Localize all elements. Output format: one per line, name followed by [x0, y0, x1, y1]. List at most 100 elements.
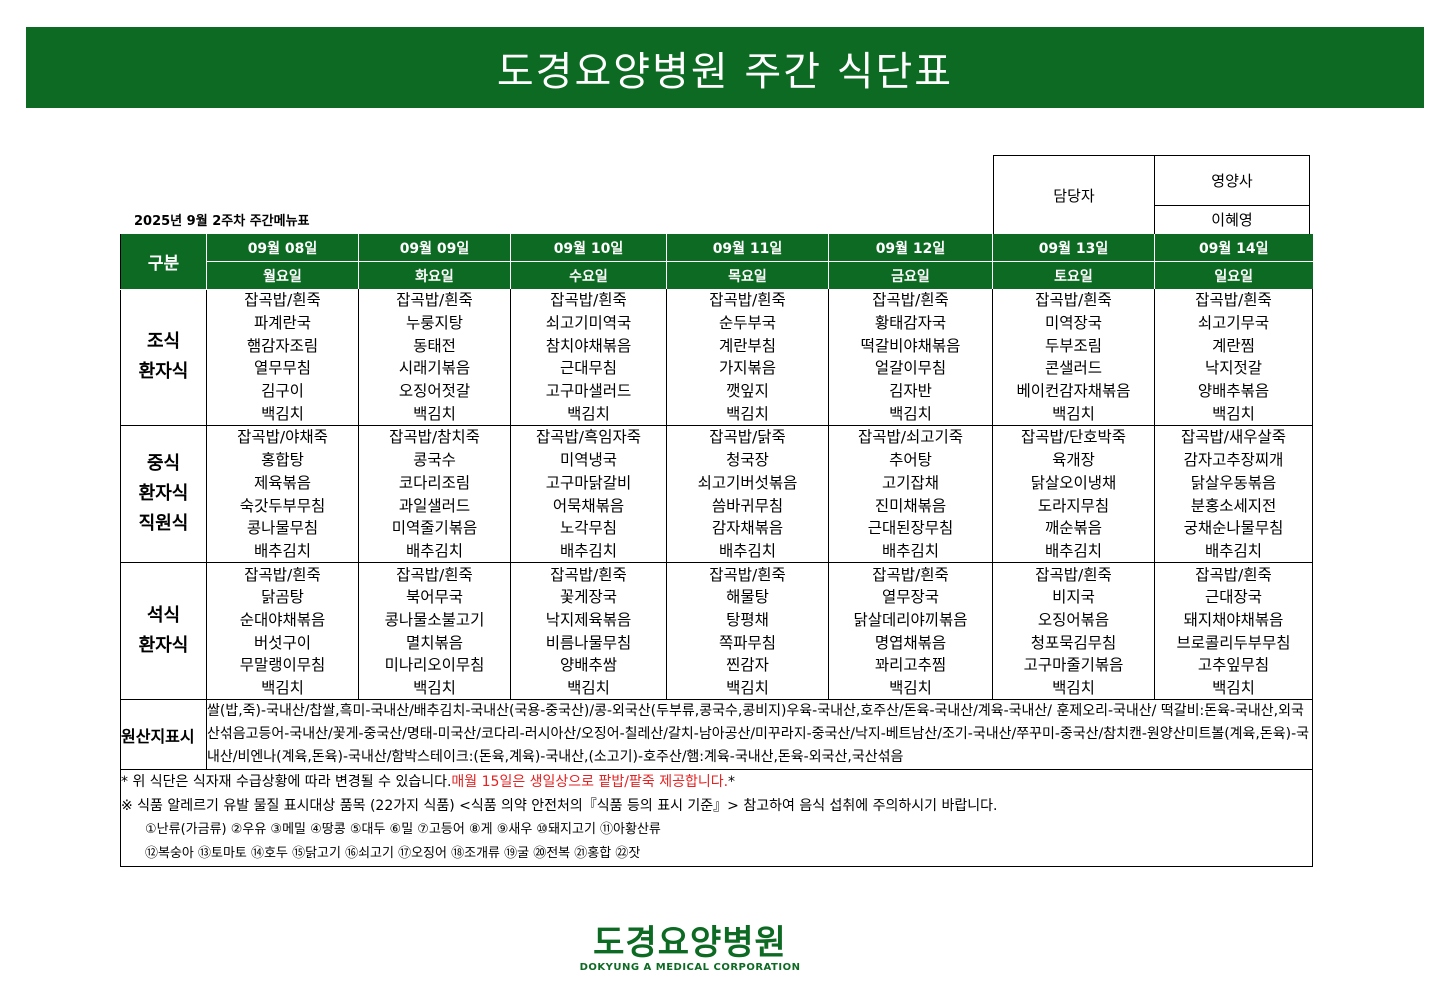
- menu-item: 해물탕: [666, 585, 829, 609]
- menu-item: 쇠고기미역국: [510, 311, 667, 335]
- menu-item: 계란부침: [666, 334, 829, 358]
- weekday-header: 수요일: [510, 261, 667, 289]
- weekday-header: 금요일: [828, 261, 993, 289]
- menu-item: 미나리오이무침: [358, 654, 511, 677]
- weekday-header: 월요일: [206, 261, 359, 289]
- menu-row: 제육볶음 코다리조림 고구마닭갈비 쇠고기버섯볶음 고기잡채 닭살오이냉채 닭살우동볶음: [121, 471, 1313, 495]
- date-header: 09월 12일: [828, 234, 993, 262]
- meal-label-line: 환자식: [138, 635, 189, 657]
- menu-item: 배추김치: [666, 539, 829, 564]
- menu-item: 양배추쌈: [510, 654, 667, 677]
- menu-item: 파계란국: [206, 311, 359, 335]
- allergy-notice: ※ 식품 알레르기 유발 물질 표시대상 품목 (22가지 식품) <식품 의약…: [121, 798, 998, 815]
- menu-row: 숙갓두부무침 과일샐러드 어묵채볶음 씀바귀무침 진미채볶음 도라지무침 분홍소세지전: [121, 494, 1313, 517]
- menu-row: 버섯구이 멸치볶음 비름나물무침 쪽파무침 명엽채볶음 청포묵김무침 브로콜리두부무침: [121, 631, 1313, 654]
- menu-item: 비름나물무침: [510, 631, 667, 654]
- menu-item: 김자반: [828, 379, 993, 403]
- menu-row: 순대야채볶음 콩나물소불고기 낙지제육볶음 탕평채 닭살데리야끼볶음 오징어볶음 돼지채야채…: [121, 608, 1313, 632]
- menu-item: 탕평채: [666, 608, 829, 632]
- menu-item: 순두부국: [666, 311, 829, 335]
- weekday-header: 일요일: [1154, 261, 1313, 289]
- menu-item: 고구마줄기볶음: [992, 654, 1155, 677]
- menu-item: 낙지젓갈: [1154, 357, 1313, 380]
- menu-item: 궁채순나물무침: [1154, 516, 1313, 540]
- menu-item: 분홍소세지전: [1154, 494, 1313, 517]
- menu-item: 버섯구이: [206, 631, 359, 654]
- menu-item: 잡곡밥/흑임자죽: [510, 425, 667, 449]
- menu-item: 황태감자국: [828, 311, 993, 335]
- menu-item: 잡곡밥/흰죽: [1154, 562, 1313, 586]
- week-subtitle: 2025년 9월 2주차 주간메뉴표: [134, 214, 310, 229]
- menu-row: 햄감자조림 동태전 참치야채볶음 계란부침 떡갈비야채볶음 두부조림 계란찜: [121, 334, 1313, 358]
- menu-item: 고추잎무침: [1154, 654, 1313, 677]
- menu-item: 닭살오이냉채: [992, 471, 1155, 495]
- menu-row: 파계란국 누룽지탕 쇠고기미역국 순두부국 황태감자국 미역장국 쇠고기무국: [121, 311, 1313, 335]
- menu-item: 근대된장무침: [828, 516, 993, 540]
- menu-item: 배추김치: [992, 539, 1155, 564]
- page-title-banner: 도경요양병원 주간 식단표: [26, 27, 1424, 108]
- menu-item: 미역줄기볶음: [358, 516, 511, 540]
- date-header: 09월 08일: [206, 234, 359, 262]
- menu-item: 닭살우동볶음: [1154, 471, 1313, 495]
- menu-item: 돼지채야채볶음: [1154, 608, 1313, 632]
- menu-item: 콩나물무침: [206, 516, 359, 540]
- menu-item: 잡곡밥/흰죽: [666, 562, 829, 586]
- weekday-header: 화요일: [358, 261, 511, 289]
- menu-item: 백김치: [206, 402, 359, 427]
- menu-item: 잡곡밥/단호박죽: [992, 425, 1155, 449]
- menu-item: 햄감자조림: [206, 334, 359, 358]
- menu-item: 열무장국: [828, 585, 993, 609]
- menu-item: 잡곡밥/흰죽: [666, 289, 829, 312]
- date-header: 09월 11일: [666, 234, 829, 262]
- date-header: 09월 10일: [510, 234, 667, 262]
- menu-item: 제육볶음: [206, 471, 359, 495]
- change-notice-end: *: [728, 774, 736, 791]
- menu-item: 계란찜: [1154, 334, 1313, 358]
- menu-row: 석식 환자식 잡곡밥/흰죽 잡곡밥/흰죽 잡곡밥/흰죽 잡곡밥/흰죽 잡곡밥/흰죽 잡곡밥/흰…: [120, 562, 1313, 701]
- meal-label-line: 환자식: [138, 483, 189, 505]
- menu-item: 잡곡밥/참치죽: [358, 425, 511, 449]
- menu-item: 잡곡밥/흰죽: [992, 289, 1155, 312]
- menu-item: 백김치: [358, 402, 511, 427]
- menu-row: 백김치 백김치 백김치 백김치 백김치 백김치 백김치: [121, 402, 1313, 427]
- menu-item: 고기잡채: [828, 471, 993, 495]
- menu-item: 깻잎지: [666, 379, 829, 403]
- menu-item: 잡곡밥/흰죽: [206, 289, 359, 312]
- menu-item: 브로콜리두부무침: [1154, 631, 1313, 654]
- meal-label: 중식 환자식 직원식: [120, 425, 207, 564]
- date-header: 09월 09일: [358, 234, 511, 262]
- meal-label-line: 중식: [146, 453, 181, 475]
- menu-item: 잡곡밥/흰죽: [358, 289, 511, 312]
- menu-item: 근대무침: [510, 357, 667, 380]
- menu-row: 무말랭이무침 미나리오이무침 양배추쌈 찐감자 꽈리고추찜 고구마줄기볶음 고추잎무침: [121, 654, 1313, 677]
- menu-item: 육개장: [992, 448, 1155, 472]
- meal-label-line: 석식: [146, 605, 181, 627]
- menu-item: 잡곡밥/흰죽: [828, 289, 993, 312]
- notes-section: * 위 식단은 식자재 수급상황에 따라 변경될 수 있습니다.매월 15일은 …: [120, 769, 1313, 868]
- logo-korean: 도경요양병원: [593, 923, 787, 963]
- dietitian-name: 이혜영: [1154, 204, 1310, 236]
- menu-item: 떡갈비야채볶음: [828, 334, 993, 358]
- menu-item: 꽈리고추찜: [828, 654, 993, 677]
- menu-item: 양배추볶음: [1154, 379, 1313, 403]
- menu-row: 조식 환자식 잡곡밥/흰죽 잡곡밥/흰죽 잡곡밥/흰죽 잡곡밥/흰죽 잡곡밥/흰죽 잡곡밥/흰…: [120, 289, 1313, 427]
- manager-label: 담당자: [993, 155, 1155, 235]
- menu-item: 근대장국: [1154, 585, 1313, 609]
- meal-label-line: 조식: [146, 331, 181, 353]
- menu-item: 콩나물소불고기: [358, 608, 511, 632]
- menu-item: 청포묵김무침: [992, 631, 1155, 654]
- menu-item: 잡곡밥/흰죽: [828, 562, 993, 586]
- meal-label-line: 환자식: [138, 361, 189, 383]
- menu-item: 잡곡밥/새우살죽: [1154, 425, 1313, 449]
- logo-english: DOKYUNG A MEDICAL CORPORATION: [579, 962, 801, 973]
- menu-item: 찐감자: [666, 654, 829, 677]
- menu-item: 감자채볶음: [666, 516, 829, 540]
- menu-item: 백김치: [828, 402, 993, 427]
- approval-box: 담당자 영양사 이혜영: [993, 155, 1310, 236]
- allergen-list-2: ⑫복숭아 ⑬토마토 ⑭호두 ⑮닭고기 ⑯쇠고기 ⑰오징어 ⑱조개류 ⑲굴 ⑳전복…: [145, 846, 641, 862]
- menu-item: 닭곰탕: [206, 585, 359, 609]
- menu-item: 백김치: [666, 402, 829, 427]
- menu-item: 잡곡밥/흰죽: [1154, 289, 1313, 312]
- origin-text: 쌀(밥,죽)-국내산/찹쌀,흑미-국내산/배추김치-국내산(국용-중국산)/콩-…: [206, 699, 1313, 771]
- menu-item: 시래기볶음: [358, 357, 511, 380]
